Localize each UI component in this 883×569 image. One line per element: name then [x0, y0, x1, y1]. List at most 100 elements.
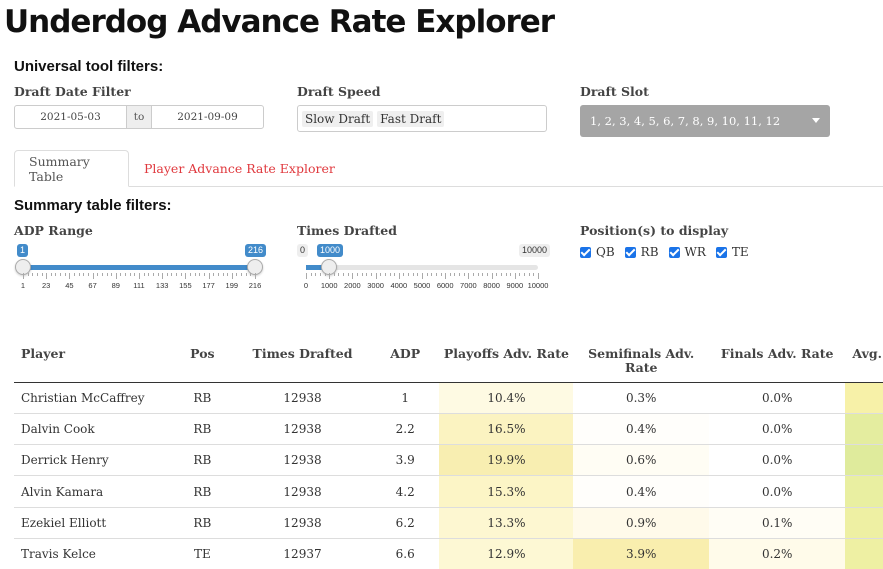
times-tick-minor: [389, 273, 391, 276]
player-cell: Christian McCaffrey: [14, 381, 171, 414]
table-row: Derrick Henry RB 12938 3.9 19.9% 0.6% 0.0%: [14, 444, 883, 476]
times-tick-label: 2000: [344, 281, 361, 290]
times-tick-minor: [408, 273, 410, 276]
column-header-playoffs-rate[interactable]: Playoffs Adv. Rate: [439, 339, 574, 383]
speed-chip-fast[interactable]: Fast Draft: [377, 110, 445, 127]
position-label-wr: WR: [684, 245, 706, 259]
column-header-semifinals-rate[interactable]: Semifinals Adv. Rate: [573, 339, 709, 383]
draft-slot-select[interactable]: 1, 2, 3, 4, 5, 6, 7, 8, 9, 10, 11, 12: [580, 105, 830, 137]
column-header-pos[interactable]: Pos: [170, 339, 235, 383]
position-checkbox-wr[interactable]: WR: [668, 245, 706, 259]
times-tick-major: [375, 273, 377, 279]
times-tick-minor: [403, 273, 405, 276]
semifinals-rate-cell: 0.4%: [573, 412, 709, 445]
table-row: Dalvin Cook RB 12938 2.2 16.5% 0.4% 0.0%: [14, 412, 883, 445]
times-tick-minor: [394, 273, 396, 276]
date-end-input[interactable]: [152, 106, 263, 128]
avg-cell: [845, 537, 883, 569]
times-tick-major: [306, 273, 307, 279]
player-cell: Derrick Henry: [14, 444, 171, 476]
semifinals-rate-cell: 0.4%: [573, 475, 709, 508]
adp-tick-minor: [97, 273, 99, 276]
adp-tick-minor: [166, 273, 168, 276]
table-row: Travis Kelce TE 12937 6.6 12.9% 3.9% 0.2%: [14, 537, 883, 569]
column-header-adp[interactable]: ADP: [370, 339, 440, 383]
times-tick-minor: [319, 273, 321, 276]
times-tick-minor: [473, 273, 475, 276]
finals-rate-cell: 0.2%: [709, 537, 846, 569]
times-tick-minor: [496, 273, 498, 276]
adp-tick-major: [23, 273, 24, 279]
adp-tick-minor: [32, 273, 34, 276]
times-tick-major: [538, 273, 539, 279]
table-row: Ezekiel Elliott RB 12938 6.2 13.3% 0.9% 0.1%: [14, 506, 883, 539]
column-header-avg[interactable]: Avg.: [845, 339, 883, 383]
tab-bar: Summary Table Player Advance Rate Explor…: [14, 150, 883, 187]
pos-cell: RB: [170, 475, 235, 508]
summary-filters-heading: Summary table filters:: [14, 197, 172, 214]
times-tick-minor: [315, 273, 317, 276]
times-tick-label: 5000: [413, 281, 431, 290]
position-checkbox-qb[interactable]: QB: [580, 245, 615, 259]
column-header-times-drafted[interactable]: Times Drafted: [234, 339, 371, 383]
table-row: Alvin Kamara RB 12938 4.2 15.3% 0.4% 0.0%: [14, 475, 883, 508]
column-header-player[interactable]: Player: [14, 339, 171, 383]
date-start-input[interactable]: [15, 106, 126, 128]
times-tick-minor: [426, 273, 428, 276]
checkbox-checked-icon[interactable]: [715, 246, 727, 258]
adp-tick-minor: [203, 273, 205, 276]
times-tick-label: 9000: [506, 281, 524, 290]
adp-tick-minor: [157, 273, 159, 276]
adp-cell: 4.2: [370, 475, 440, 508]
times-drafted-cell: 12938: [234, 381, 371, 414]
checkbox-checked-icon[interactable]: [624, 246, 636, 258]
adp-tick-minor: [222, 273, 224, 276]
table-row: Christian McCaffrey RB 12938 1 10.4% 0.3% 0.0%: [14, 381, 883, 414]
adp-tick-minor: [60, 273, 62, 276]
page-title: Underdog Advance Rate Explorer: [4, 4, 555, 40]
adp-tick-minor: [148, 273, 150, 276]
adp-tick-minor: [27, 273, 29, 276]
pos-cell: TE: [170, 537, 235, 569]
adp-tick-minor: [236, 273, 238, 276]
times-tick-minor: [370, 273, 372, 276]
times-tick-minor: [510, 273, 512, 276]
times-tick-minor: [343, 273, 345, 276]
adp-tick-minor: [171, 273, 173, 276]
times-tick-minor: [449, 273, 451, 276]
checkbox-checked-icon[interactable]: [668, 246, 680, 258]
adp-range-slider[interactable]: 1 216 1 23 45 67 89 111 133 155 177 199 216: [14, 242, 267, 294]
adp-tick-minor: [120, 273, 122, 276]
times-tick-minor: [524, 273, 526, 276]
avg-cell: [845, 381, 883, 414]
times-drafted-slider[interactable]: 0 1000 10000 0 1000 2000 3000 4000 5000 6000 70…: [297, 242, 551, 294]
times-tick-major: [352, 273, 354, 279]
column-header-finals-rate[interactable]: Finals Adv. Rate: [709, 339, 846, 383]
adp-tick-major: [185, 273, 187, 279]
speed-chip-slow[interactable]: Slow Draft: [302, 110, 374, 127]
playoffs-rate-cell: 13.3%: [439, 506, 574, 539]
checkbox-checked-icon[interactable]: [580, 246, 591, 258]
draft-speed-select[interactable]: Slow Draft Fast Draft: [297, 105, 547, 132]
position-checkbox-te[interactable]: TE: [715, 245, 749, 259]
times-max-bubble: 10000: [519, 244, 551, 257]
finals-rate-cell: 0.1%: [709, 506, 846, 539]
date-to-label: to: [126, 106, 152, 128]
adp-cell: 1: [370, 381, 440, 414]
avg-cell: [845, 444, 883, 476]
adp-cell: 6.2: [370, 506, 440, 539]
tab-summary-table[interactable]: Summary Table: [14, 150, 129, 187]
adp-tick-minor: [199, 273, 201, 276]
times-drafted-cell: 12938: [234, 412, 371, 445]
times-tick-minor: [533, 273, 535, 276]
times-tick-major: [468, 273, 470, 279]
times-drafted-cell: 12938: [234, 444, 371, 476]
player-cell: Dalvin Cook: [14, 412, 171, 445]
adp-tick-minor: [134, 273, 136, 276]
adp-tick-label: 45: [65, 281, 74, 290]
adp-tick-minor: [78, 273, 80, 276]
pos-cell: RB: [170, 506, 235, 539]
position-checkbox-rb[interactable]: RB: [624, 245, 659, 259]
tab-player-advance-rate-explorer[interactable]: Player Advance Rate Explorer: [144, 160, 335, 176]
avg-cell: [845, 506, 883, 539]
